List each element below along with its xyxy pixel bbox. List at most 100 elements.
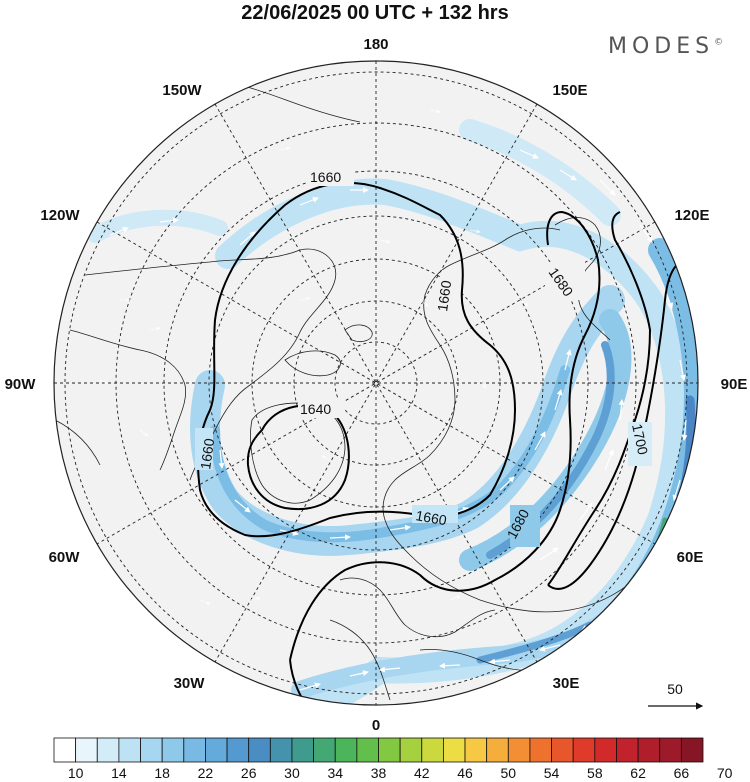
colorbar-swatch xyxy=(334,737,358,763)
label-bg xyxy=(195,428,213,470)
wind-arrow xyxy=(429,109,441,114)
wind-arrow xyxy=(469,229,481,234)
wind-arrow xyxy=(519,299,529,307)
wind-vectors-faint xyxy=(99,109,529,605)
pacific-jet xyxy=(459,119,621,226)
colorbar-label: 30 xyxy=(284,765,300,781)
wind-arrow xyxy=(389,524,411,531)
eurasia-coast xyxy=(382,227,646,613)
colorbar-swatch xyxy=(140,737,163,763)
colorbar-swatch xyxy=(637,737,661,763)
wind-arrow xyxy=(489,658,511,665)
colorbar-swatch xyxy=(507,737,531,763)
colorbar-swatch xyxy=(313,737,336,763)
label-bg xyxy=(308,168,354,186)
colorbar-swatch xyxy=(378,737,401,763)
north-america-coast xyxy=(54,248,337,481)
wind-arrow xyxy=(539,547,559,561)
wind-arrow xyxy=(249,596,261,601)
colorbar-swatch xyxy=(399,737,423,763)
label-bg xyxy=(298,400,344,418)
wind-arrow xyxy=(519,149,539,159)
colorbar-label: 70 xyxy=(717,765,733,781)
wind-arrow xyxy=(654,539,666,559)
meridian-150e-30w xyxy=(214,103,538,663)
wind-arrow xyxy=(449,595,461,601)
atlantic-jet-core xyxy=(210,365,570,543)
meridian-120e-60w xyxy=(96,221,656,545)
wind-arrow xyxy=(499,476,515,491)
wind-arrow xyxy=(599,179,616,196)
wind-arrow xyxy=(218,449,225,469)
colorbar-swatch xyxy=(96,737,120,763)
wind-arrow xyxy=(679,359,686,381)
map-title: 22/06/2025 00 UTC + 132 hrs xyxy=(241,2,509,24)
wind-arrow xyxy=(579,502,593,521)
meridian-120w-60e xyxy=(96,221,656,545)
brand-logo: MODES© xyxy=(608,34,723,59)
wind-arrow xyxy=(534,431,546,451)
copyright-mark: © xyxy=(714,37,724,48)
lon-label-0: 0 xyxy=(372,717,380,734)
colorbar-swatch xyxy=(442,737,466,763)
colorbar-swatch xyxy=(551,737,574,763)
contour-label-1700: 1700 xyxy=(629,422,651,456)
colorbar-label: 66 xyxy=(674,765,690,781)
colorbar-swatch xyxy=(183,737,206,763)
wind-arrow xyxy=(159,217,179,224)
colorbar-label: 14 xyxy=(111,765,127,781)
contour-label-1640: 1640 xyxy=(300,401,331,417)
colorbar-swatch xyxy=(529,737,552,763)
lon-label-60w: 60W xyxy=(49,549,81,566)
wind-arrow xyxy=(321,455,331,461)
longitude-labels: 180 150E 120E 90E 60E 30E 0 30W 60W 90W … xyxy=(5,36,748,734)
europe-coast xyxy=(329,577,496,701)
colorbar-swatch xyxy=(659,737,682,763)
wind-arrow xyxy=(199,599,211,605)
wind-arrow xyxy=(479,379,487,389)
colorbar-swatch xyxy=(75,737,98,763)
wind-arrow xyxy=(299,197,319,206)
reference-vector-label: 50 xyxy=(667,681,683,697)
wind-arrow xyxy=(329,534,351,541)
wind-arrow xyxy=(618,399,625,421)
colorbar-label: 26 xyxy=(241,765,257,781)
wind-arrow xyxy=(639,224,653,243)
label-bg xyxy=(545,262,585,300)
colorbar-label: 18 xyxy=(154,765,170,781)
map-boundary xyxy=(53,60,699,706)
colorbar-swatch xyxy=(572,737,596,763)
wind-arrow xyxy=(139,429,149,437)
colorbar-label: 22 xyxy=(198,765,214,781)
wind-arrow xyxy=(423,439,431,449)
wind-arrow xyxy=(379,666,401,673)
west-atlantic-jet xyxy=(87,209,228,243)
colorbar-swatch xyxy=(616,737,639,763)
colorbar-swatch xyxy=(594,737,617,763)
wind-arrow xyxy=(439,662,461,669)
lon-label-60e: 60E xyxy=(677,549,704,566)
colorbar-label: 62 xyxy=(630,765,646,781)
contour-label-1660-south: 1660 xyxy=(414,507,448,528)
wind-arrow xyxy=(625,584,641,601)
colorbar-label: 38 xyxy=(371,765,387,781)
label-bg xyxy=(510,505,540,547)
wind-arrow xyxy=(559,169,577,181)
colorbar-labels: 10 14 18 22 26 30 34 38 42 46 50 54 58 62 66 70 xyxy=(68,765,733,781)
colorbar-label: 10 xyxy=(68,765,84,781)
lon-label-120w: 120W xyxy=(40,207,80,224)
wind-arrow xyxy=(299,296,311,301)
lon-label-180: 180 xyxy=(363,36,388,53)
colorbar-swatch xyxy=(291,737,315,763)
arctic-islands xyxy=(284,324,373,377)
colorbar-swatch xyxy=(248,737,271,763)
colorbar-swatch xyxy=(356,737,379,763)
contour-label-1660-north: 1660 xyxy=(310,169,341,185)
wind-arrow xyxy=(564,349,572,371)
wind-arrow xyxy=(109,227,129,236)
wind-arrow xyxy=(672,479,681,501)
wind-arrow xyxy=(554,389,563,411)
wind-arrow xyxy=(149,326,161,331)
colorbar-swatch xyxy=(269,737,293,763)
